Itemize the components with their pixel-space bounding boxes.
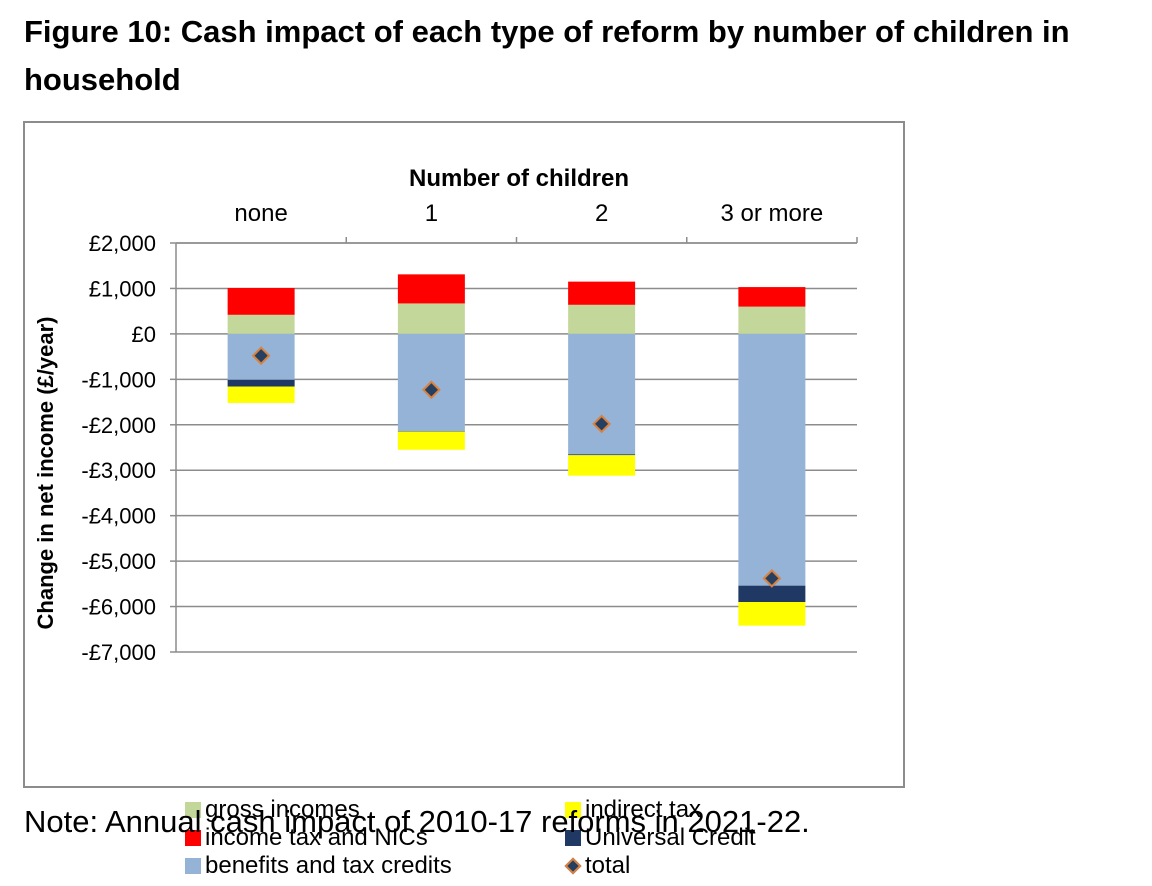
bar-segment <box>227 314 295 334</box>
y-tick-label: -£1,000 <box>81 367 156 392</box>
axes <box>175 237 858 652</box>
chart-frame: Number of children Change in net income … <box>23 121 905 879</box>
y-tick-label: -£5,000 <box>81 549 156 574</box>
legend: gross incomes income tax and NICs benefi… <box>185 796 825 886</box>
y-axis-label: Change in net income (£/year) <box>33 317 58 630</box>
y-tick-label: £2,000 <box>89 231 156 256</box>
bar-segment <box>568 333 636 455</box>
legend-label-indirect-tax: indirect tax <box>585 796 702 823</box>
legend-swatch-gross-incomes <box>185 802 201 818</box>
x-category-labels: none 1 2 3 or more <box>234 200 823 227</box>
chart-title: Number of children <box>409 165 629 192</box>
total-marker <box>762 568 782 588</box>
bar-segment <box>738 602 806 626</box>
y-tick-label: -£4,000 <box>81 504 156 529</box>
figure-title: Figure 10: Cash impact of each type of r… <box>24 14 1070 97</box>
legend-swatch-total <box>564 857 582 875</box>
y-tick-label: £1,000 <box>89 276 156 301</box>
bar-segment <box>568 304 636 334</box>
legend-label-gross-incomes: gross incomes <box>205 796 360 823</box>
x-category-label: 3 or more <box>721 200 824 227</box>
total-marker <box>421 380 441 400</box>
y-tick-label: -£6,000 <box>81 595 156 620</box>
bar-segment <box>397 303 465 334</box>
bar-segment <box>568 455 636 476</box>
bar-segment <box>227 379 295 387</box>
legend-swatch-income-tax <box>185 830 201 846</box>
legend-swatch-universal-credit <box>565 830 581 846</box>
bar-segment <box>738 333 806 586</box>
legend-label-total: total <box>585 852 631 879</box>
bar-segment <box>397 274 465 304</box>
legend-label-benefits: benefits and tax credits <box>205 852 452 879</box>
chart-svg: Number of children Change in net income … <box>33 165 858 665</box>
y-tick-label: £0 <box>132 322 156 347</box>
bar-segment <box>568 281 636 305</box>
legend-swatch-benefits <box>185 858 201 874</box>
total-markers <box>251 346 782 588</box>
legend-label-income-tax: income tax and NICs <box>205 824 428 851</box>
total-marker <box>592 414 612 434</box>
bar-segment <box>568 454 636 456</box>
total-marker <box>251 346 271 366</box>
legend-label-universal-credit: Universal Credit <box>585 824 756 851</box>
figure-note: Note: Annual cash impact of 2010-17 refo… <box>24 804 810 839</box>
y-tick-label: -£3,000 <box>81 458 156 483</box>
bar-segment <box>397 431 465 432</box>
bar-segment <box>227 287 295 315</box>
x-category-label: 1 <box>425 200 438 227</box>
bar-segment <box>227 386 295 403</box>
x-category-label: 2 <box>595 200 608 227</box>
legend-swatch-indirect-tax <box>565 802 581 818</box>
y-tick-labels: £2,000 £1,000 £0 -£1,000 -£2,000 -£3,000 -£4,0… <box>81 231 156 665</box>
bar-segment <box>738 585 806 603</box>
x-category-label: none <box>234 200 287 227</box>
y-tick-label: -£2,000 <box>81 413 156 438</box>
bar-segment <box>738 306 806 334</box>
bar-segment <box>397 431 465 450</box>
y-tick-label: -£7,000 <box>81 640 156 665</box>
bars <box>227 274 806 626</box>
bar-segment <box>738 287 806 307</box>
